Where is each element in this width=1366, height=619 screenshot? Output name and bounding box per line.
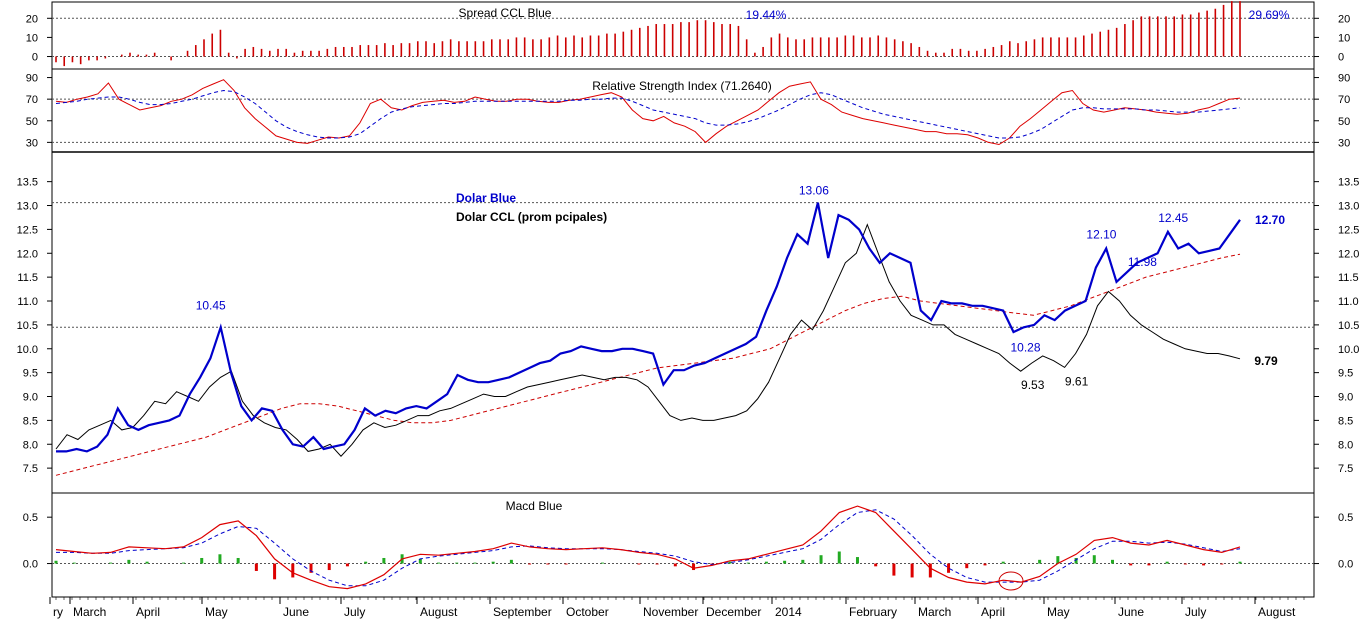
- price-tick-left: 11.5: [17, 272, 38, 284]
- price-tick-left: 9.5: [23, 368, 38, 380]
- price-tick-left: 7.5: [23, 463, 38, 475]
- x-tick-label: July: [344, 605, 365, 619]
- rsi-line: [55, 79, 1241, 146]
- x-tick-label: September: [493, 605, 552, 619]
- macd-panel: 0.5 0.5 0.0 0.0: [23, 505, 1353, 590]
- dolar-blue-line: [56, 202, 1241, 453]
- moving-average-line: [55, 253, 1241, 476]
- price-tick-right: 8.5: [1338, 415, 1353, 427]
- price-annotation: 9.53: [1021, 378, 1045, 392]
- price-annotation: 12.45: [1158, 211, 1188, 225]
- price-annotation: 9.79: [1254, 354, 1278, 368]
- macd-tick-right: 0.5: [1338, 512, 1353, 524]
- rsi-tick-right: 70: [1338, 94, 1350, 106]
- spread-tick-right: 10: [1338, 32, 1350, 44]
- price-tick-right: 9.5: [1338, 368, 1353, 380]
- spread-panel: 20 20 10 10 0 0: [26, 1, 1350, 67]
- x-tick-label: March: [918, 605, 951, 619]
- price-annotation: 13.06: [799, 184, 829, 198]
- price-annotation: 11.98: [1128, 255, 1157, 269]
- x-tick-label: March: [73, 605, 106, 619]
- spread-title: Spread CCL Blue: [459, 6, 552, 20]
- price-tick-right: 10.5: [1338, 320, 1359, 332]
- price-tick-left: 8.5: [23, 415, 38, 427]
- rsi-panel: 90 90 70 70 50 50 30 30: [26, 73, 1351, 150]
- price-tick-right: 8.0: [1338, 439, 1353, 451]
- x-tick-label: June: [283, 605, 309, 619]
- x-tick-label: May: [1047, 605, 1070, 619]
- price-tick-left: 11.0: [17, 296, 38, 308]
- price-tick-left: 12.5: [17, 224, 38, 236]
- price-tick-left: 13.0: [17, 201, 38, 213]
- spread-tick-right: 20: [1338, 13, 1350, 25]
- price-annotation: 9.61: [1065, 374, 1089, 388]
- price-tick-left: 8.0: [23, 439, 38, 451]
- spread-tick-left: 10: [26, 32, 38, 44]
- rsi-tick-right: 50: [1338, 116, 1350, 128]
- spread-tick-right: 0: [1338, 52, 1344, 64]
- macd-tick-right: 0.0: [1338, 559, 1353, 571]
- price-tick-right: 13.0: [1338, 201, 1359, 213]
- macd-circle-marker: [998, 571, 1024, 591]
- x-axis: ry March April May June July August September Oc…: [49, 596, 1314, 619]
- x-tick-label: ry: [53, 605, 63, 619]
- rsi-signal-line: [55, 89, 1241, 139]
- price-tick-right: 10.0: [1338, 344, 1359, 356]
- rsi-tick-right: 90: [1338, 73, 1350, 85]
- price-tick-left: 9.0: [23, 392, 38, 404]
- x-tick-label: December: [706, 605, 761, 619]
- x-tick-label: February: [849, 605, 897, 619]
- spread-tick-left: 0: [32, 52, 38, 64]
- x-tick-label: May: [205, 605, 228, 619]
- x-tick-label: October: [566, 605, 609, 619]
- macd-tick-left: 0.5: [23, 512, 38, 524]
- x-tick-label: 2014: [775, 605, 802, 619]
- spread-tick-left: 20: [26, 13, 38, 25]
- price-tick-left: 12.0: [17, 248, 38, 260]
- price-annotation: 10.28: [1010, 340, 1040, 354]
- price-tick-right: 9.0: [1338, 392, 1353, 404]
- rsi-title: Relative Strength Index (71.2640): [592, 79, 771, 93]
- rsi-tick-left: 30: [26, 137, 38, 149]
- macd-title: Macd Blue: [506, 499, 563, 513]
- price-tick-left: 10.5: [17, 320, 38, 332]
- spread-annotation-2: 29.69%: [1249, 8, 1290, 22]
- price-title-ccl: Dolar CCL (prom pcipales): [456, 210, 607, 224]
- x-tick-label: April: [136, 605, 160, 619]
- price-annotation: 10.45: [196, 298, 226, 312]
- price-annotation: 12.70: [1255, 213, 1285, 227]
- macd-tick-left: 0.0: [23, 559, 38, 571]
- rsi-tick-left: 50: [26, 116, 38, 128]
- price-annotation: 12.10: [1086, 227, 1116, 241]
- price-tick-left: 13.5: [17, 177, 38, 189]
- x-tick-label: June: [1118, 605, 1144, 619]
- price-tick-right: 13.5: [1338, 177, 1359, 189]
- rsi-tick-right: 30: [1338, 137, 1350, 149]
- x-tick-label: November: [643, 605, 698, 619]
- price-tick-right: 11.0: [1338, 296, 1359, 308]
- macd-line: [55, 505, 1241, 590]
- x-tick-label: April: [981, 605, 1005, 619]
- macd-signal-line: [56, 509, 1241, 587]
- spread-annotation-1: 19.44%: [746, 8, 787, 22]
- x-tick-label: August: [420, 605, 458, 619]
- price-title-blue: Dolar Blue: [456, 191, 516, 205]
- price-tick-right: 11.5: [1338, 272, 1359, 284]
- rsi-tick-left: 70: [26, 94, 38, 106]
- price-tick-left: 10.0: [17, 344, 38, 356]
- dolar-ccl-line: [55, 223, 1241, 457]
- price-panel: 13.5 13.5 13.0 13.0 12.5 12.5 12.0 12.0 11.5 11.5…: [17, 177, 1359, 476]
- x-tick-label: July: [1185, 605, 1206, 619]
- price-tick-right: 12.0: [1338, 248, 1359, 260]
- x-tick-label: August: [1258, 605, 1296, 619]
- price-tick-right: 12.5: [1338, 224, 1359, 236]
- price-tick-right: 7.5: [1338, 463, 1353, 475]
- rsi-tick-left: 90: [26, 73, 38, 85]
